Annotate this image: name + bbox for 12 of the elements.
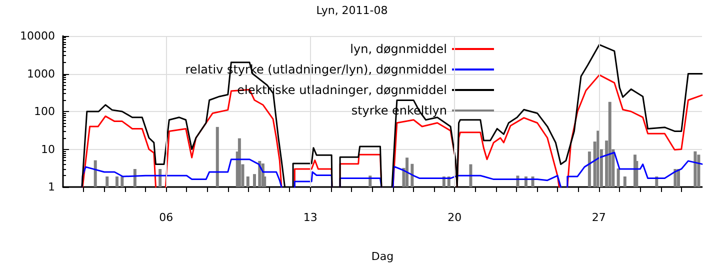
y-tick-label: 100 [34, 105, 55, 118]
x-tick-label: 20 [448, 211, 462, 224]
legend-label: lyn, døgnmiddel [350, 42, 447, 56]
x-tick-label: 27 [592, 211, 606, 224]
x-tick-label: 13 [303, 211, 318, 224]
y-tick-label: 1 [48, 180, 55, 194]
x-axis-title: Dag [371, 250, 394, 263]
x-tick-label: 06 [159, 211, 174, 224]
y-tick-label: 10 [41, 142, 55, 156]
y-tick-label: 1000 [27, 67, 55, 80]
y-tick-label: 10000 [20, 30, 55, 42]
chart-title: Lyn, 2011-08 [316, 4, 388, 17]
